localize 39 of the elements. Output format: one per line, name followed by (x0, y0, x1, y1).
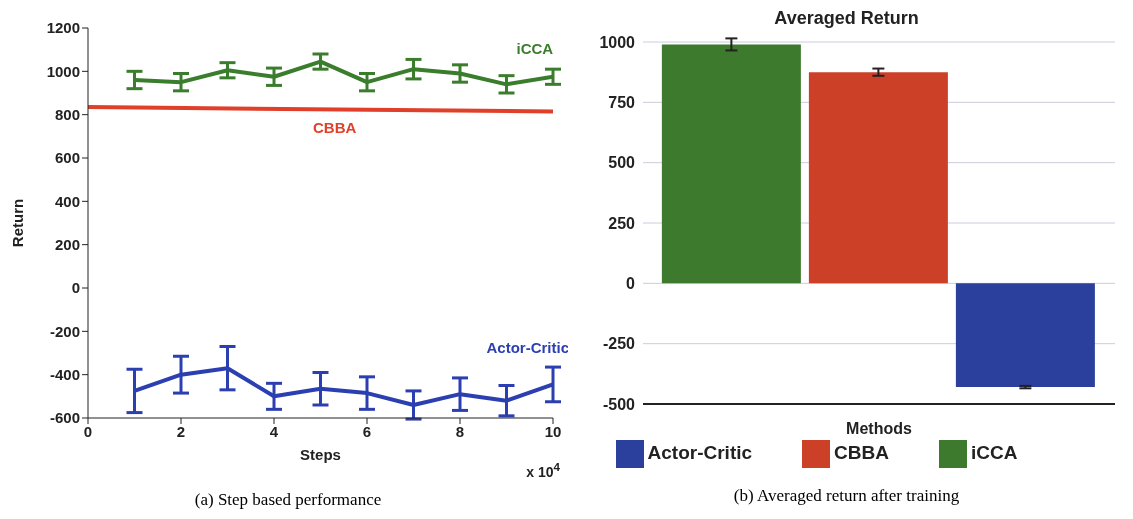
x-axis-title: Steps (300, 446, 341, 463)
bar (955, 283, 1095, 388)
y-tick-label: 750 (608, 94, 636, 112)
x-tick-label: 2 (176, 422, 186, 440)
y-tick-label: 500 (608, 154, 636, 172)
text: (a) Step based performance (193, 490, 383, 510)
y-tick-label: 200 (54, 235, 80, 253)
x-axis-title: Methods (846, 420, 912, 437)
text: (b) Averaged return after training (732, 486, 961, 506)
x-tick-label: 6 (362, 422, 372, 440)
y-tick-label: 250 (608, 214, 636, 232)
legend-label: iCCA (970, 442, 1018, 464)
y-tick-label: 400 (54, 192, 80, 210)
x-tick-label: 4 (269, 422, 279, 440)
y-tick-label: -400 (49, 365, 80, 383)
y-axis-title: Return (9, 198, 27, 248)
x-tick-label: 8 (455, 422, 465, 440)
bar (808, 72, 948, 284)
y-tick-label: -500 (602, 395, 636, 413)
x-tick-label: 10 (544, 422, 562, 440)
y-tick-label: 0 (71, 279, 80, 297)
legend-label: CBBA (834, 442, 889, 464)
y-tick-label: -250 (602, 335, 636, 353)
legend-label: Actor-Critic (647, 442, 753, 464)
y-tick-label: 1200 (46, 19, 80, 37)
x-tick-label: 0 (83, 422, 93, 440)
bar (661, 44, 801, 284)
y-tick-label: 1000 (599, 33, 636, 51)
text: x 10$^{4}$ (526, 460, 560, 480)
y-tick-label: -200 (49, 322, 80, 340)
series-label: CBBA (313, 119, 357, 137)
y-tick-label: 1000 (46, 62, 80, 80)
y-tick-label: -600 (49, 409, 80, 427)
y-tick-label: 800 (54, 105, 80, 123)
y-tick-label: 0 (626, 275, 636, 293)
chart-title: Averaged Return (773, 8, 920, 30)
text: Actor-Critic (486, 338, 570, 356)
series-label: iCCA (516, 40, 554, 58)
y-tick-label: 600 (54, 149, 80, 167)
